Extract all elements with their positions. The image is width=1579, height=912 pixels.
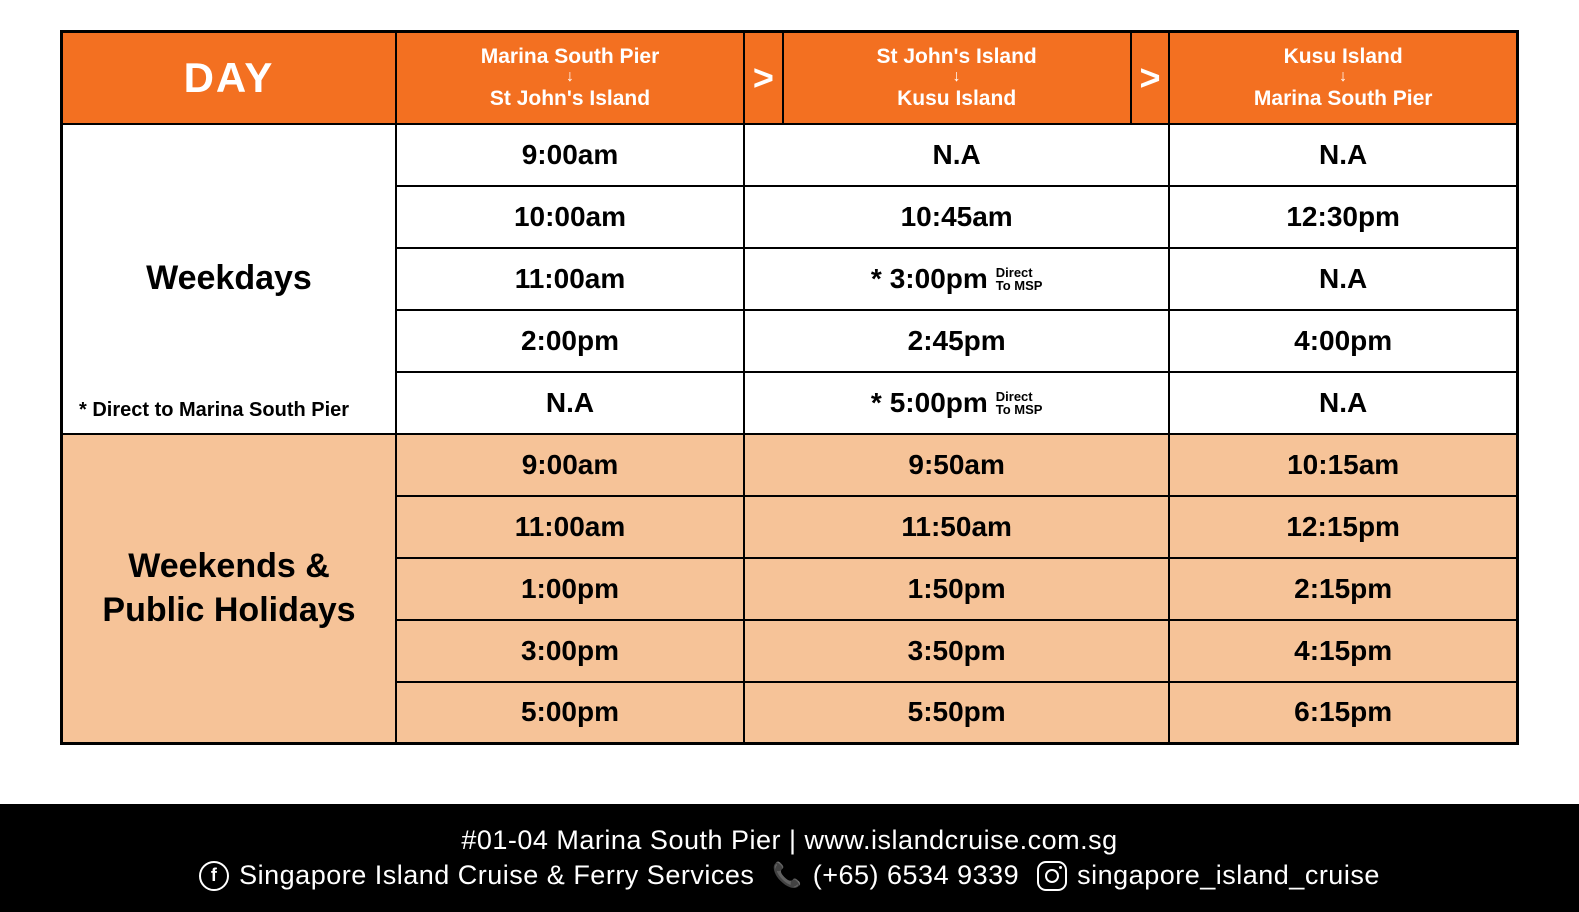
- time-cell: 4:15pm: [1169, 620, 1517, 682]
- section-label-cell: Weekdays * Direct to Marina South Pier: [62, 124, 397, 434]
- asterisk-icon: *: [871, 387, 882, 419]
- time-cell: 1:50pm: [744, 558, 1169, 620]
- time-cell: 3:00pm: [396, 620, 744, 682]
- time-cell: N.A: [744, 124, 1169, 186]
- time-value: 5:00pm: [890, 387, 988, 419]
- time-cell: 10:45am: [744, 186, 1169, 248]
- time-value: 3:50pm: [908, 635, 1006, 667]
- time-cell: 12:30pm: [1169, 186, 1517, 248]
- ferry-schedule-table: DAY Marina South Pier ↓ St John's Island…: [60, 30, 1519, 745]
- time-cell: 10:00am: [396, 186, 744, 248]
- time-cell: 11:50am: [744, 496, 1169, 558]
- time-cell: 5:50pm: [744, 682, 1169, 744]
- time-cell: 5:00pm: [396, 682, 744, 744]
- time-value: N.A: [933, 139, 981, 171]
- time-value: 1:50pm: [908, 573, 1006, 605]
- time-cell: 3:50pm: [744, 620, 1169, 682]
- phone-text: (+65) 6534 9339: [813, 860, 1019, 891]
- route-header-1: Marina South Pier ↓ St John's Island: [396, 32, 744, 124]
- time-cell: N.A: [1169, 248, 1517, 310]
- facebook-icon: f: [199, 861, 229, 891]
- time-value: 10:45am: [901, 201, 1013, 233]
- asterisk-icon: *: [871, 263, 882, 295]
- instagram-text: singapore_island_cruise: [1077, 860, 1380, 891]
- footer-phone: 📞 (+65) 6534 9339: [772, 860, 1019, 891]
- route1-from: Marina South Pier: [397, 44, 743, 69]
- time-value: 5:50pm: [908, 696, 1006, 728]
- time-cell: 9:00am: [396, 434, 744, 496]
- route-header-3: Kusu Island ↓ Marina South Pier: [1169, 32, 1517, 124]
- table-row: Weekdays* Direct to Marina South Pier9:0…: [62, 124, 1518, 186]
- time-value: 11:50am: [901, 511, 1012, 543]
- footer-website: www.islandcruise.com.sg: [805, 825, 1118, 855]
- instagram-icon: [1037, 861, 1067, 891]
- day-header-cell: DAY: [62, 32, 397, 124]
- footer-sep: |: [781, 825, 805, 855]
- section-label-cell: Weekends &Public Holidays: [62, 434, 397, 744]
- down-arrow-icon: ↓: [1170, 71, 1516, 84]
- time-cell: 6:15pm: [1169, 682, 1517, 744]
- time-cell: *3:00pm DirectTo MSP: [744, 248, 1169, 310]
- footer-line1: #01-04 Marina South Pier | www.islandcru…: [461, 825, 1117, 856]
- footer-instagram: singapore_island_cruise: [1037, 860, 1380, 891]
- chevron-2: >: [1131, 32, 1170, 124]
- route2-from: St John's Island: [784, 44, 1130, 69]
- time-cell: N.A: [1169, 124, 1517, 186]
- footnote: * Direct to Marina South Pier: [79, 397, 349, 423]
- footer-bar: #01-04 Marina South Pier | www.islandcru…: [0, 804, 1579, 912]
- time-cell: 2:00pm: [396, 310, 744, 372]
- down-arrow-icon: ↓: [397, 71, 743, 84]
- facebook-text: Singapore Island Cruise & Ferry Services: [239, 860, 754, 891]
- time-cell: N.A: [396, 372, 744, 434]
- section-label: Weekdays: [63, 256, 395, 300]
- direct-note: DirectTo MSP: [996, 390, 1043, 416]
- chevron-1: >: [744, 32, 783, 124]
- day-header-label: DAY: [63, 54, 395, 102]
- time-value: 9:50am: [908, 449, 1005, 481]
- schedule-container: DAY Marina South Pier ↓ St John's Island…: [0, 0, 1579, 745]
- footer-line2: f Singapore Island Cruise & Ferry Servic…: [199, 860, 1380, 891]
- time-cell: *5:00pm DirectTo MSP: [744, 372, 1169, 434]
- time-cell: 10:15am: [1169, 434, 1517, 496]
- time-cell: 9:50am: [744, 434, 1169, 496]
- down-arrow-icon: ↓: [784, 71, 1130, 84]
- time-cell: 4:00pm: [1169, 310, 1517, 372]
- route3-from: Kusu Island: [1170, 44, 1516, 69]
- route3-to: Marina South Pier: [1170, 86, 1516, 111]
- section-label: Weekends &Public Holidays: [63, 544, 395, 632]
- time-cell: 12:15pm: [1169, 496, 1517, 558]
- time-cell: 11:00am: [396, 248, 744, 310]
- time-cell: 1:00pm: [396, 558, 744, 620]
- route1-to: St John's Island: [397, 86, 743, 111]
- time-value: 3:00pm: [890, 263, 988, 295]
- time-value: 2:45pm: [908, 325, 1006, 357]
- table-header: DAY Marina South Pier ↓ St John's Island…: [62, 32, 1518, 124]
- route2-to: Kusu Island: [784, 86, 1130, 111]
- time-cell: 2:15pm: [1169, 558, 1517, 620]
- time-cell: 9:00am: [396, 124, 744, 186]
- route-header-2: St John's Island ↓ Kusu Island: [783, 32, 1131, 124]
- direct-note: DirectTo MSP: [996, 266, 1043, 292]
- footer-facebook: f Singapore Island Cruise & Ferry Servic…: [199, 860, 754, 891]
- table-row: Weekends &Public Holidays9:00am9:50am10:…: [62, 434, 1518, 496]
- time-cell: 2:45pm: [744, 310, 1169, 372]
- table-body: Weekdays * Direct to Marina South Pier 9:0…: [62, 124, 1518, 744]
- time-cell: N.A: [1169, 372, 1517, 434]
- phone-icon: 📞: [772, 861, 802, 890]
- footer-address: #01-04 Marina South Pier: [461, 825, 781, 855]
- time-cell: 11:00am: [396, 496, 744, 558]
